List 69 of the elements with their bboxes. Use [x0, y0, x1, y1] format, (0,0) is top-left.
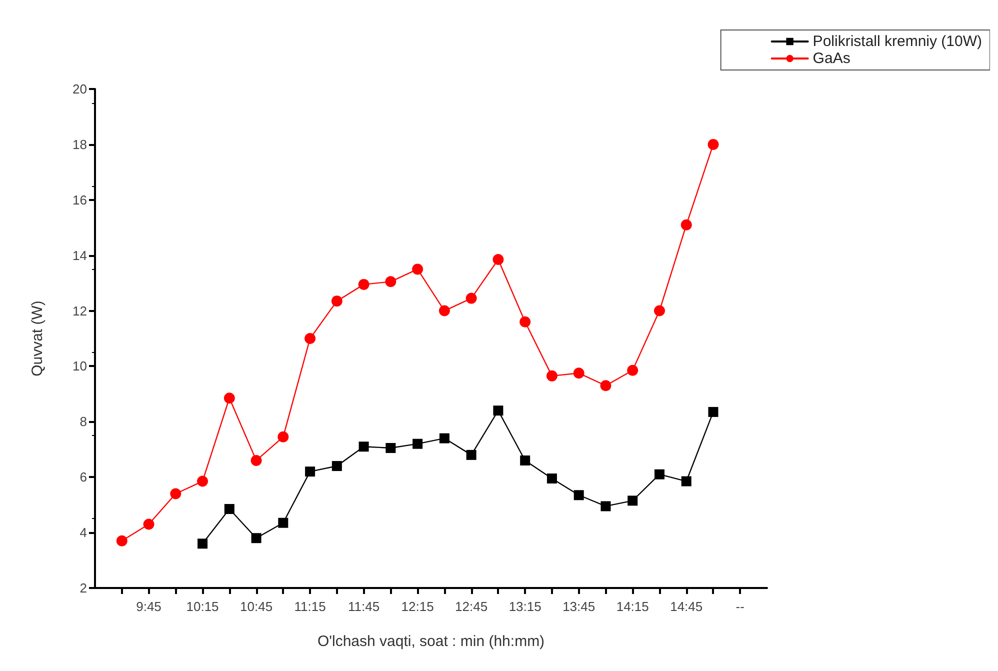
x-tick-label: 10:15	[186, 599, 219, 614]
point	[600, 501, 611, 512]
point	[600, 380, 612, 392]
point	[654, 469, 664, 480]
point	[546, 473, 557, 484]
x-tick-label: 14:15	[616, 599, 649, 614]
point	[331, 296, 342, 307]
x-tick-label: 10:45	[240, 599, 273, 614]
x-tick-label: 12:45	[455, 599, 488, 614]
point	[278, 518, 288, 528]
y-tick-label: 8	[80, 414, 87, 430]
point	[412, 438, 423, 449]
point	[143, 518, 154, 530]
x-tick-label: 11:15	[294, 599, 326, 614]
point	[466, 292, 477, 304]
legend-label: GaAs	[812, 50, 850, 67]
y-tick-label: 6	[80, 470, 87, 485]
y-tick-label: 10	[72, 358, 87, 374]
point	[574, 490, 584, 500]
point	[412, 264, 424, 275]
point	[358, 278, 370, 290]
point	[332, 461, 342, 472]
point	[224, 392, 235, 404]
y-tick-label: 18	[72, 136, 87, 152]
y-axis-title: Quvvat (W)	[29, 300, 46, 376]
point	[654, 305, 665, 316]
point	[492, 254, 504, 265]
point	[386, 443, 396, 454]
y-tick-label: 2	[80, 580, 87, 596]
point	[439, 433, 450, 444]
point	[680, 219, 692, 230]
point	[573, 368, 584, 379]
x-axis-title: O'lchash vaqti, soat : min (hh:mm)	[317, 633, 545, 650]
point	[224, 504, 234, 514]
point	[358, 442, 369, 452]
point	[304, 333, 316, 344]
y-tick-label: 16	[72, 192, 87, 208]
point	[520, 455, 530, 466]
point	[708, 406, 718, 417]
point	[385, 276, 396, 288]
legend-label: Polikristall kremniy (10W)	[812, 33, 982, 50]
x-tick-label: 13:15	[508, 599, 542, 614]
point	[708, 138, 719, 150]
y-tick-label: 4	[80, 525, 87, 540]
x-tick-label: --	[736, 599, 744, 614]
point	[305, 466, 316, 477]
point	[170, 488, 182, 500]
point	[116, 535, 128, 546]
point	[681, 476, 692, 486]
y-tick-label: 12	[72, 303, 87, 318]
point	[493, 406, 504, 416]
y-tick-label: 20	[72, 82, 87, 96]
point	[197, 476, 208, 487]
point	[198, 538, 208, 549]
point	[520, 316, 531, 328]
point	[627, 364, 638, 376]
point	[438, 305, 450, 316]
x-tick-label: 13:45	[562, 599, 596, 614]
x-tick-label: 14:45	[670, 599, 703, 614]
point	[251, 533, 262, 544]
y-tick-label: 14	[72, 248, 87, 263]
x-tick-label: 12:15	[401, 599, 434, 614]
point	[278, 431, 289, 442]
point	[546, 370, 558, 382]
x-tick-label: 9:45	[136, 599, 162, 614]
point	[466, 450, 476, 460]
x-tick-label: 11:45	[348, 599, 380, 614]
point	[628, 496, 638, 506]
point	[250, 454, 262, 466]
